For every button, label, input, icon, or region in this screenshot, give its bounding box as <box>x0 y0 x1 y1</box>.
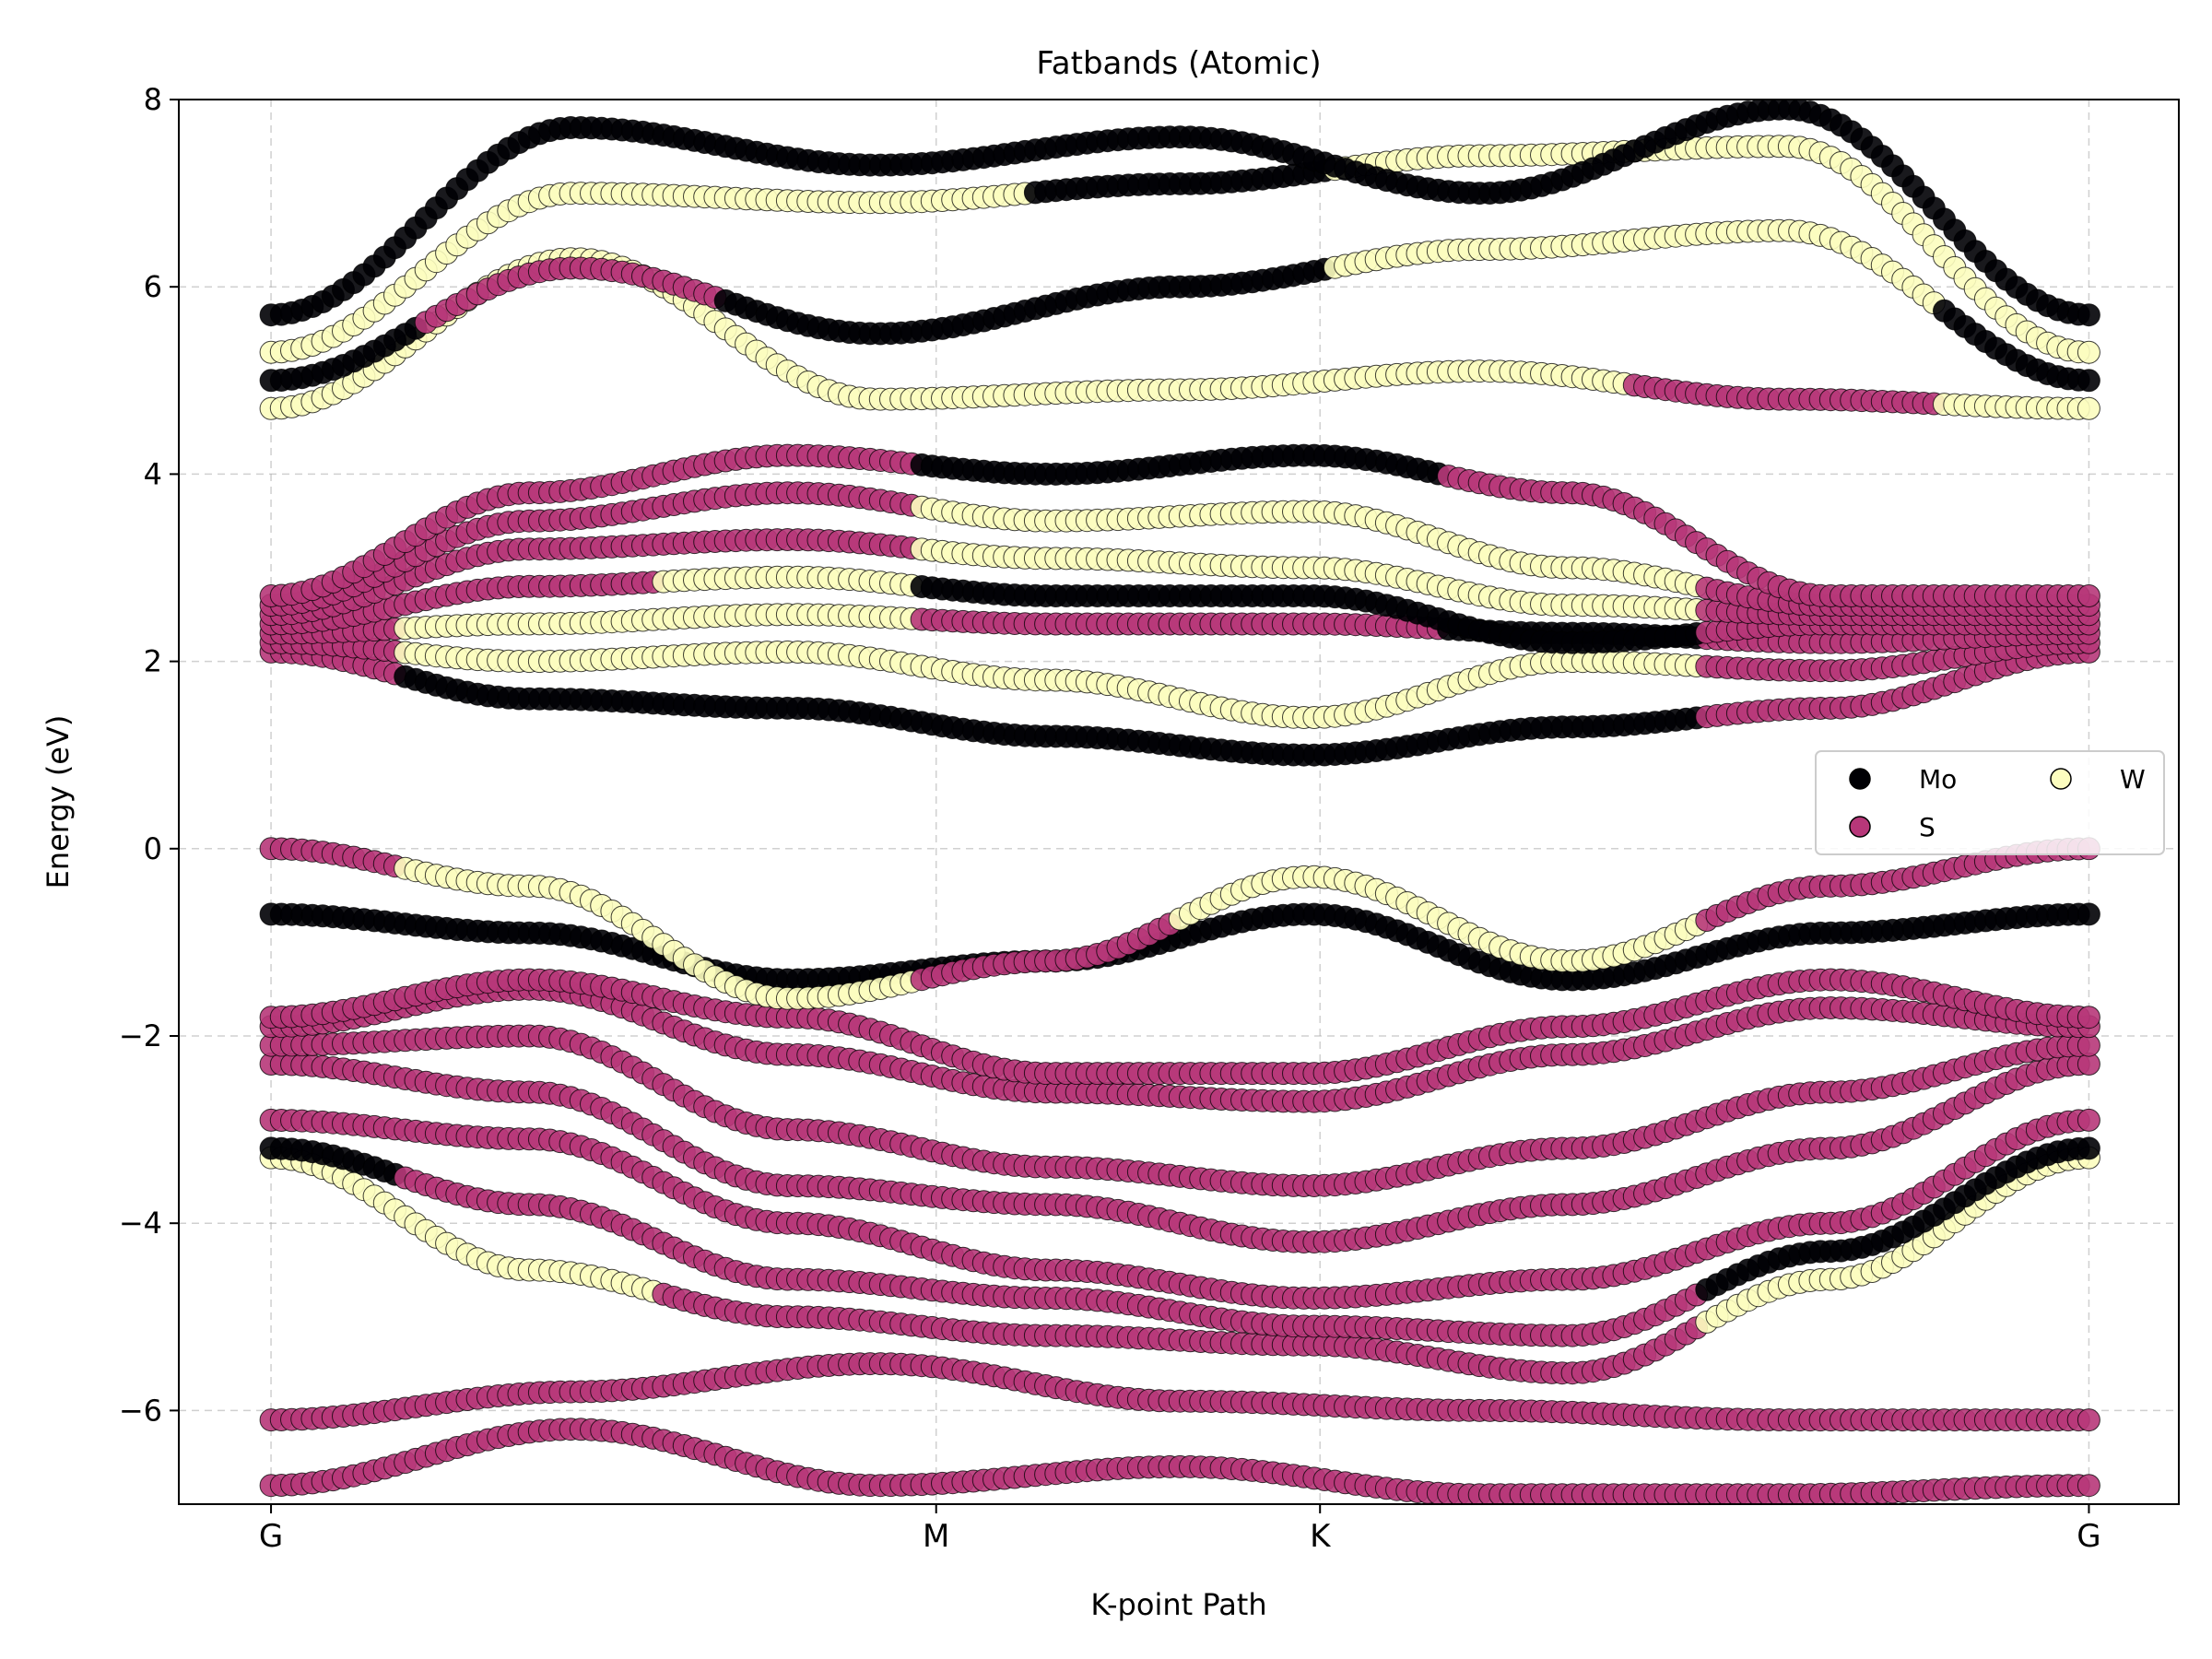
y-tick-label: 0 <box>144 831 162 866</box>
legend-label-mo: Mo <box>1919 764 1957 794</box>
y-tick-label: −2 <box>119 1018 162 1053</box>
band-marker-s <box>2077 1108 2100 1132</box>
band-20 <box>259 218 2100 393</box>
band-marker-s <box>2077 1006 2100 1030</box>
legend-label-s: S <box>1919 812 1936 842</box>
y-tick-label: −4 <box>119 1206 162 1241</box>
band-marker-mo <box>2077 303 2100 327</box>
y-tick-label: 6 <box>144 269 162 304</box>
y-axis-label: Energy (eV) <box>41 715 76 889</box>
y-tick-label: 2 <box>144 644 162 679</box>
chart-title: Fatbands (Atomic) <box>1036 45 1321 82</box>
legend-box <box>1815 750 2165 855</box>
band-marker-w <box>2077 396 2100 420</box>
y-tick-label: 8 <box>144 82 162 117</box>
y-tick-label: −6 <box>119 1393 162 1428</box>
band-2 <box>259 1352 2100 1432</box>
band-11 <box>259 837 2100 1010</box>
band-6 <box>259 1053 2100 1253</box>
legend: Mo W S <box>1815 750 2165 855</box>
band-5 <box>259 1108 2100 1310</box>
x-tick-label: M <box>923 1518 949 1555</box>
x-tick-label: K <box>1310 1518 1332 1555</box>
band-13 <box>259 630 2100 729</box>
legend-marker-mo <box>1849 768 1871 790</box>
band-marker-w <box>2077 340 2100 364</box>
plot-frame <box>178 99 2180 1505</box>
legend-label-w: W <box>2120 764 2146 794</box>
band-18 <box>259 443 2100 607</box>
band-marker-mo <box>2077 369 2100 393</box>
band-marker-s <box>2077 1474 2100 1498</box>
x-tick-label: G <box>259 1518 283 1555</box>
y-tick-label: 4 <box>144 456 162 491</box>
band-markers <box>259 100 2100 1504</box>
x-tick-label: G <box>2077 1518 2100 1555</box>
x-axis-label: K-point Path <box>1090 1587 1266 1622</box>
band-marker-mo <box>2077 902 2100 926</box>
band-marker-s <box>2077 1408 2100 1432</box>
band-marker-mo <box>2077 1136 2100 1160</box>
band-4 <box>259 1136 2100 1347</box>
axis-ticks: −6 −4 −2 0 2 4 6 8 G M K G <box>119 82 2101 1555</box>
band-21 <box>259 135 2100 364</box>
band-7 <box>259 1024 2100 1197</box>
band-1 <box>259 1418 2100 1504</box>
legend-marker-w <box>2050 768 2072 790</box>
band-22 <box>259 100 2100 327</box>
legend-marker-s <box>1849 816 1871 838</box>
band-9 <box>259 968 2100 1086</box>
band-marker-s <box>2077 584 2100 607</box>
